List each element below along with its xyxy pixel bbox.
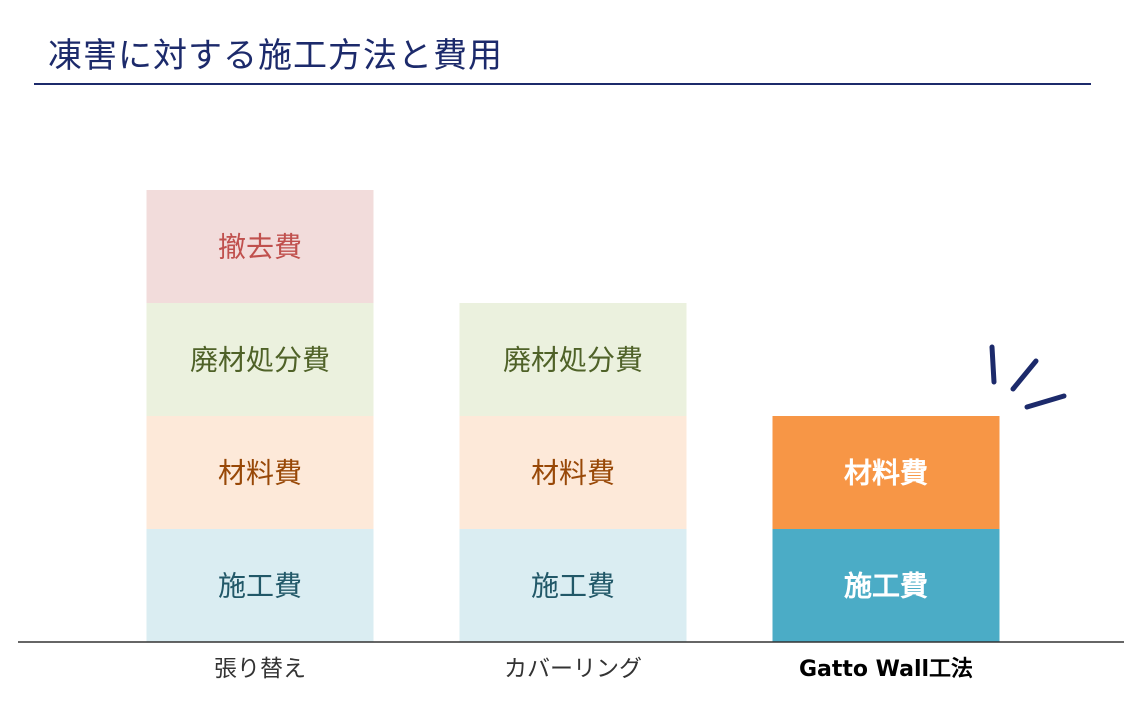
page-title: 凍害に対する施工方法と費用 [48,36,503,76]
bar-segment [459,303,687,416]
segment-label: 撤去費 [218,231,302,264]
segment-label: 材料費 [844,457,928,490]
bar-segment [146,190,374,303]
bar-segment [772,529,1000,642]
segment-label: 施工費 [218,570,302,603]
segment-label: 施工費 [531,570,615,603]
segment-label: 廃材処分費 [190,344,330,377]
segment-label: 材料費 [218,457,302,490]
segment-label: 材料費 [531,457,615,490]
bar-segment [146,303,374,416]
category-label: Gatto Wall工法 [799,657,973,682]
segment-label: 施工費 [844,570,928,603]
title-underline [34,83,1091,85]
category-labels-group: 張り替え カバーリング Gatto Wall工法 [214,656,973,682]
bar-segment [459,416,687,529]
emphasis-burst-icon [989,344,1067,410]
category-label: カバーリング [504,656,642,682]
category-label: 張り替え [214,656,306,682]
bar-segment [772,416,1000,529]
segment-label: 廃材処分費 [503,344,643,377]
bar-segment [146,529,374,642]
bar-segment [146,416,374,529]
bar-segment [459,529,687,642]
